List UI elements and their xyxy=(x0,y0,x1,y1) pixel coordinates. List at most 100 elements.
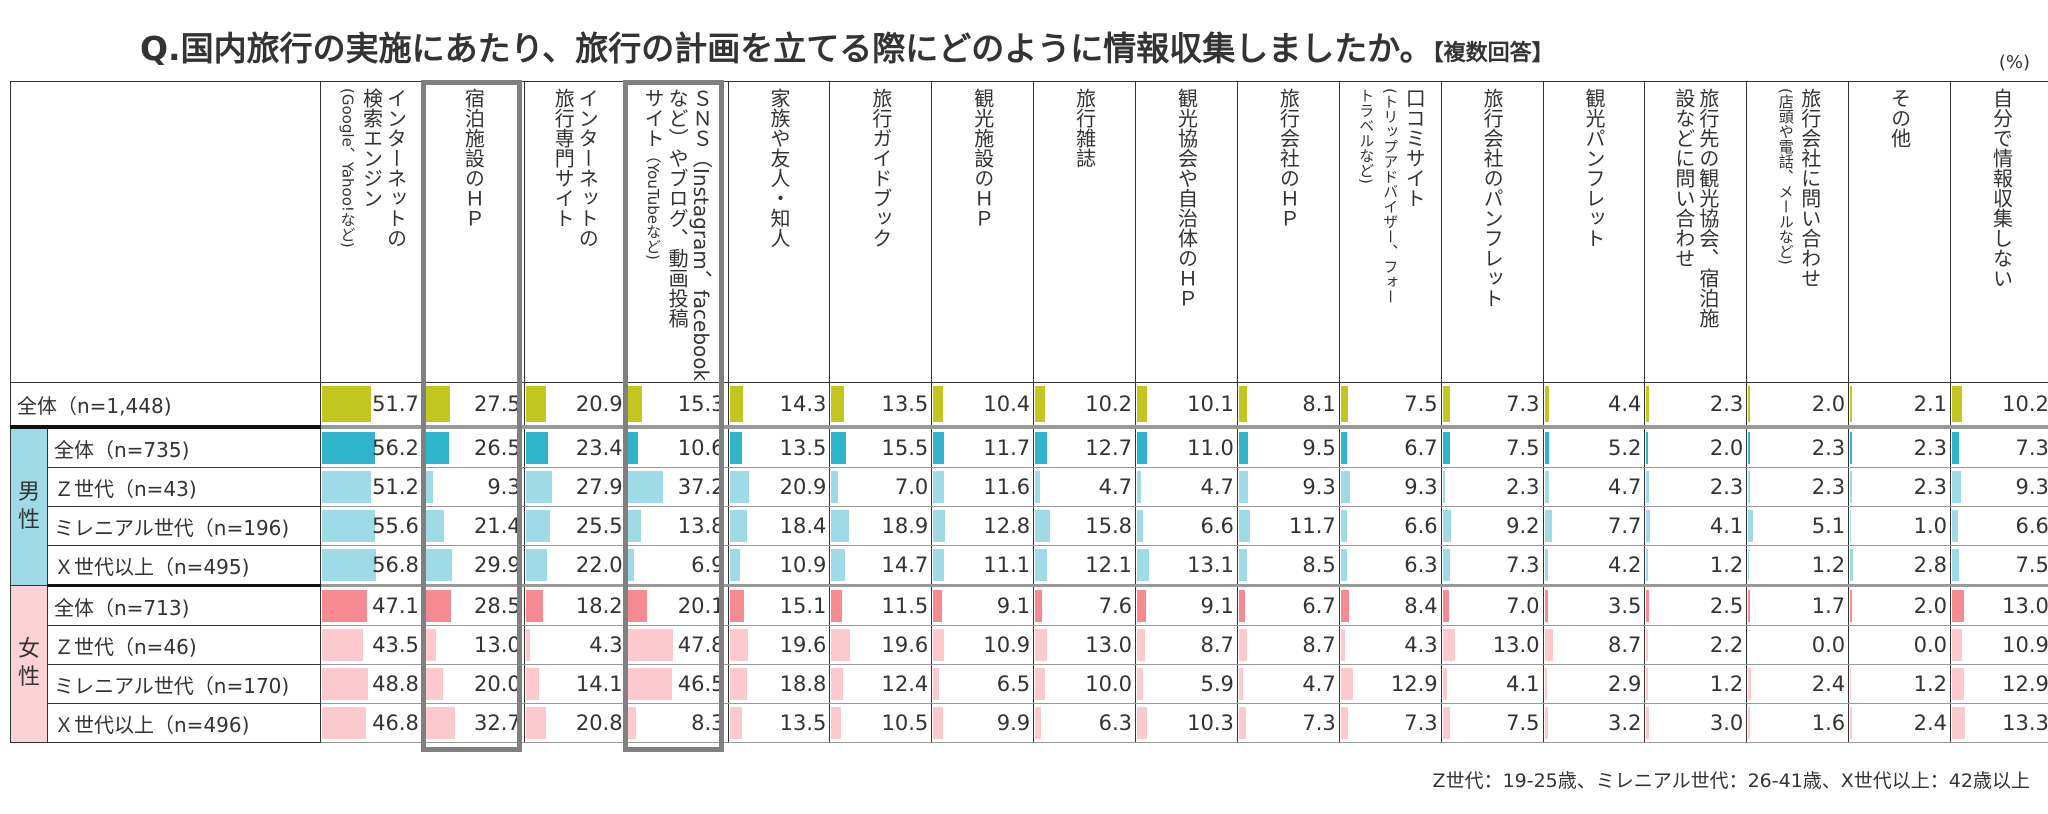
column-header: 観光パンフレット xyxy=(1542,81,1646,383)
value-bar xyxy=(831,629,850,661)
value-label: 6.7 xyxy=(1404,436,1438,460)
value-cell: 12.7 xyxy=(1033,426,1136,468)
value-cell: 29.9 xyxy=(421,545,525,587)
value-label: 6.6 xyxy=(1404,514,1438,538)
value-bar xyxy=(1137,549,1150,581)
value-label: 7.3 xyxy=(2015,436,2048,460)
value-cell: 26.5 xyxy=(421,426,525,468)
value-label: 9.3 xyxy=(487,475,521,499)
column-header-label: 観光施設のＨＰ xyxy=(971,82,995,378)
row-label: ミレニアル世代（n=170) xyxy=(47,664,321,704)
header-line: 観光施設のＨＰ xyxy=(971,88,995,378)
value-bar xyxy=(1544,668,1548,700)
value-cell: 18.4 xyxy=(727,506,831,546)
value-label: 6.6 xyxy=(1200,514,1234,538)
value-label: 2.3 xyxy=(1811,475,1846,499)
header-text: 旅行会社に問い合わせ xyxy=(1797,88,1822,288)
value-bar xyxy=(1340,386,1348,422)
value-label: 10.1 xyxy=(1187,392,1234,416)
value-cell: 5.1 xyxy=(1746,506,1850,546)
value-bar xyxy=(933,471,945,503)
value-cell: 11.7 xyxy=(931,426,1035,468)
value-cell: 28.5 xyxy=(421,585,525,626)
value-cell: 6.5 xyxy=(931,664,1035,704)
value-cell: 10.3 xyxy=(1135,703,1238,743)
column-header: 旅行雑誌 xyxy=(1033,81,1136,383)
value-cell: 7.3 xyxy=(1440,545,1544,587)
table-row: ミレニアル世代（n=170) 48.8 20.0 14.1 46.5 18.8 12.4 6.… xyxy=(11,664,2048,704)
header-text: 旅行先の観光協会、宿泊施 xyxy=(1695,88,1720,328)
header-text: 旅行会社のパンフレット xyxy=(1480,88,1505,308)
value-bar xyxy=(1952,510,1959,542)
value-cell: 13.5 xyxy=(727,703,831,743)
value-bar xyxy=(831,549,846,581)
value-bar xyxy=(1646,386,1649,422)
value-cell: 15.1 xyxy=(727,585,831,626)
header-line: 旅行先の観光協会、宿泊施 xyxy=(1696,88,1720,378)
column-header-label: 旅行会社のパンフレット xyxy=(1480,82,1504,378)
value-bar xyxy=(525,386,546,422)
value-label: 10.9 xyxy=(779,553,827,577)
value-bar xyxy=(831,590,843,622)
value-label: 37.2 xyxy=(677,475,725,499)
value-bar xyxy=(831,432,847,464)
value-label: 28.5 xyxy=(473,594,521,618)
value-label: 4.1 xyxy=(1709,514,1744,538)
value-cell: 10.5 xyxy=(829,703,933,743)
value-cell: 6.7 xyxy=(1236,585,1340,626)
value-bar xyxy=(1850,549,1853,581)
value-label: 9.1 xyxy=(996,594,1031,618)
value-cell: 2.0 xyxy=(1746,382,1850,429)
value-cell: 5.2 xyxy=(1542,426,1646,468)
value-label: 10.5 xyxy=(881,711,929,735)
value-label: 13.0 xyxy=(1085,633,1132,657)
highlight-column-frame xyxy=(622,80,724,752)
value-cell: 11.7 xyxy=(1236,506,1340,546)
value-label: 18.4 xyxy=(779,514,827,538)
value-label: 2.3 xyxy=(1913,436,1947,460)
value-label: 11.1 xyxy=(983,553,1031,577)
value-bar xyxy=(1646,471,1649,503)
value-label: 11.7 xyxy=(983,436,1031,460)
value-bar xyxy=(1748,549,1750,581)
value-bar xyxy=(831,386,845,422)
value-cell: 19.6 xyxy=(727,625,831,665)
value-cell: 6.3 xyxy=(1033,703,1136,743)
value-bar xyxy=(1952,386,1962,422)
value-cell: 8.1 xyxy=(1236,382,1340,429)
value-bar xyxy=(423,707,455,739)
value-bar xyxy=(1035,471,1040,503)
value-bar xyxy=(525,590,544,622)
value-cell: 2.3 xyxy=(1848,467,1951,507)
value-bar xyxy=(1442,629,1455,661)
value-label: 2.4 xyxy=(1811,672,1846,696)
value-label: 51.2 xyxy=(372,475,419,499)
value-label: 4.3 xyxy=(589,633,623,657)
header-line: 家族や友人・知人 xyxy=(767,88,791,378)
value-bar xyxy=(525,668,540,700)
header-line: (店頭や電話、メールなど) xyxy=(1774,88,1798,378)
header-line: 旅行会社のＨＰ xyxy=(1276,88,1300,378)
value-bar xyxy=(1646,629,1649,661)
column-header: 口コミサイト (トリップアドバイザー、フォー トラベルなど) xyxy=(1338,81,1442,383)
unit-label: (%) xyxy=(1998,52,2030,73)
value-label: 20.9 xyxy=(779,475,827,499)
value-cell: 7.6 xyxy=(1033,585,1136,626)
value-label: 1.2 xyxy=(1709,672,1744,696)
value-label: 51.7 xyxy=(372,392,419,416)
value-bar xyxy=(423,590,451,622)
value-cell: 2.4 xyxy=(1848,703,1951,743)
value-label: 1.2 xyxy=(1913,672,1947,696)
value-bar xyxy=(1850,668,1852,700)
value-label: 3.5 xyxy=(1607,594,1642,618)
value-label: 12.8 xyxy=(983,514,1031,538)
value-bar xyxy=(1340,629,1345,661)
value-bar xyxy=(1137,471,1142,503)
row-label: Ｚ世代（n=43) xyxy=(47,467,321,507)
column-header-label: その他 xyxy=(1888,82,1912,378)
value-label: 7.3 xyxy=(1302,711,1336,735)
value-label: 13.3 xyxy=(2002,711,2048,735)
header-line: インターネットの xyxy=(383,88,407,378)
value-cell: 2.3 xyxy=(1644,382,1748,429)
